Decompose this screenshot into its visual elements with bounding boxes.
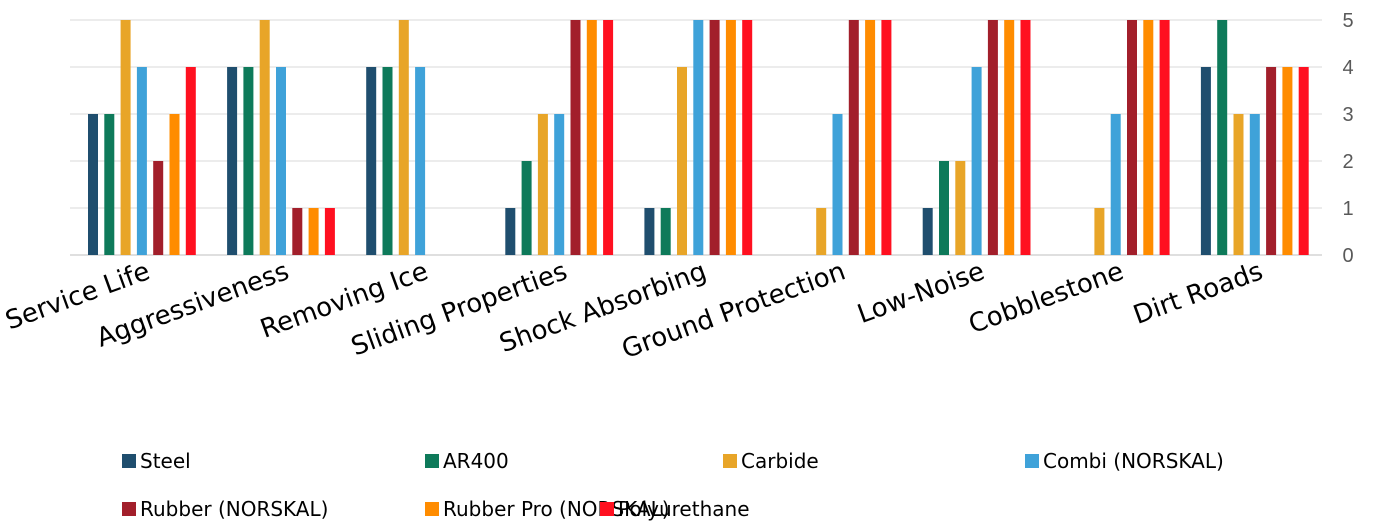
legend-item-rubber-pro-norskal: Rubber Pro (NORSKAL) (425, 497, 670, 521)
legend-label: Rubber (NORSKAL) (140, 497, 328, 521)
bar-ar400-6 (939, 161, 949, 255)
y-tick-label: 4 (1342, 57, 1353, 79)
bar-rubber-pro-norskal-8 (1282, 67, 1293, 255)
bar-carbide-5 (816, 208, 827, 255)
bar-combi-norskal-5 (832, 114, 843, 255)
y-tick-label: 1 (1342, 198, 1353, 220)
bar-rubber-pro-norskal-7 (1143, 20, 1154, 255)
x-tick-label: Cobblestone (965, 256, 1128, 340)
legend-swatch (425, 454, 439, 468)
bar-rubber-norskal-4 (709, 20, 720, 255)
bars (88, 20, 1309, 255)
bar-steel-2 (366, 67, 377, 255)
bar-rubber-norskal-6 (987, 20, 998, 255)
bar-steel-8 (1200, 67, 1211, 255)
legend: Steel AR400 Carbide Combi (NORSKAL) Rubber (… (122, 449, 1224, 521)
bar-carbide-8 (1233, 114, 1244, 255)
legend-item-rubber-norskal: Rubber (NORSKAL) (122, 497, 328, 521)
y-tick-label: 0 (1342, 245, 1353, 267)
bar-combi-norskal-4 (693, 20, 704, 255)
x-tick-label: Dirt Roads (1130, 256, 1267, 330)
legend-item-carbide: Carbide (723, 449, 819, 473)
bar-rubber-norskal-3 (570, 20, 581, 255)
bar-polyurethane-8 (1298, 67, 1309, 255)
legend-swatch (122, 454, 136, 468)
bar-steel-0 (88, 114, 98, 255)
bar-rubber-norskal-5 (848, 20, 859, 255)
bar-steel-4 (644, 208, 655, 255)
legend-label: Polyurethane (618, 497, 750, 521)
bar-ar400-1 (243, 67, 254, 255)
legend-swatch (1025, 454, 1039, 468)
bar-ar400-8 (1217, 20, 1228, 255)
legend-label: Combi (NORSKAL) (1043, 449, 1224, 473)
legend-swatch (723, 454, 737, 468)
bar-combi-norskal-1 (276, 67, 286, 255)
legend-item-combi-norskal: Combi (NORSKAL) (1025, 449, 1224, 473)
bar-rubber-pro-norskal-6 (1004, 20, 1015, 255)
y-tick-label: 3 (1342, 104, 1353, 126)
bar-carbide-7 (1094, 208, 1105, 255)
bar-ar400-4 (660, 208, 671, 255)
bar-combi-norskal-3 (554, 114, 565, 255)
bar-ar400-2 (382, 67, 393, 255)
bar-rubber-norskal-8 (1266, 67, 1277, 255)
bar-polyurethane-6 (1020, 20, 1031, 255)
bar-rubber-pro-norskal-1 (308, 208, 319, 255)
legend-label: Steel (140, 449, 191, 473)
legend-label: Rubber Pro (NORSKAL) (443, 497, 670, 521)
bar-carbide-0 (120, 20, 131, 255)
bar-polyurethane-7 (1159, 20, 1170, 255)
bar-carbide-2 (398, 20, 409, 255)
legend-item-ar400: AR400 (425, 449, 509, 473)
legend-label: AR400 (443, 449, 509, 473)
legend-label: Carbide (741, 449, 819, 473)
bar-steel-3 (505, 208, 516, 255)
bar-ar400-0 (104, 114, 115, 255)
bar-combi-norskal-0 (136, 67, 147, 255)
legend-swatch (425, 502, 439, 516)
bar-rubber-norskal-7 (1127, 20, 1137, 255)
bar-polyurethane-0 (185, 67, 196, 255)
legend-item-steel: Steel (122, 449, 191, 473)
legend-swatch (600, 502, 614, 516)
y-tick-label: 5 (1342, 10, 1353, 32)
legend-swatch (122, 502, 136, 516)
bar-ar400-3 (521, 161, 532, 255)
bar-rubber-pro-norskal-0 (169, 114, 180, 255)
bar-polyurethane-3 (603, 20, 614, 255)
bar-carbide-4 (677, 67, 687, 255)
bar-carbide-1 (259, 20, 270, 255)
bar-rubber-pro-norskal-3 (586, 20, 597, 255)
legend-item-polyurethane: Polyurethane (600, 497, 750, 521)
bar-combi-norskal-8 (1249, 114, 1260, 255)
bar-combi-norskal-6 (971, 67, 982, 255)
bar-carbide-6 (955, 161, 966, 255)
bar-polyurethane-5 (881, 20, 892, 255)
bar-steel-6 (922, 208, 933, 255)
bar-combi-norskal-2 (415, 67, 426, 255)
bar-combi-norskal-7 (1110, 114, 1121, 255)
bar-rubber-pro-norskal-4 (725, 20, 736, 255)
bar-carbide-3 (537, 114, 548, 255)
bar-polyurethane-4 (742, 20, 753, 255)
bar-rubber-norskal-0 (153, 161, 164, 255)
y-axis-ticks: 0 1 2 3 4 5 (1342, 10, 1353, 267)
bar-polyurethane-1 (324, 208, 335, 255)
y-tick-label: 2 (1342, 151, 1353, 173)
bar-rubber-norskal-1 (292, 208, 303, 255)
bar-steel-1 (227, 67, 238, 255)
bar-rubber-pro-norskal-5 (865, 20, 876, 255)
